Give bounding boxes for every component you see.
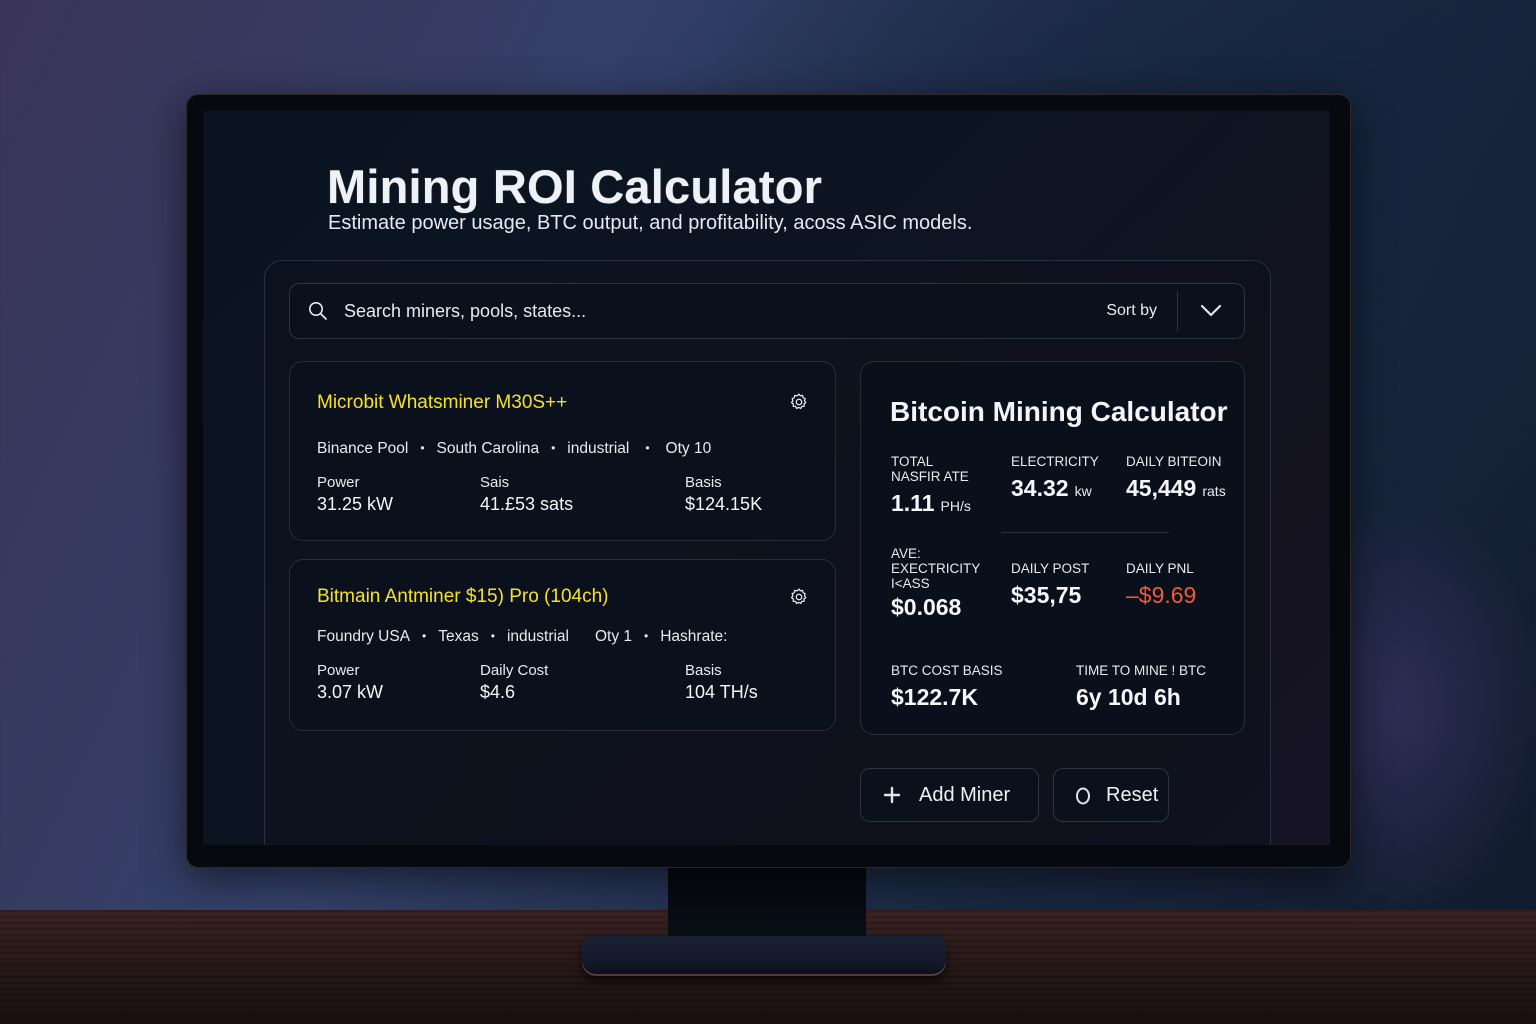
stat-value: 31.25 kW <box>317 494 394 514</box>
add-miner-label: Add Miner <box>919 783 1011 806</box>
add-miner-button[interactable]: Add Miner <box>860 768 1039 822</box>
separator-dot: • <box>422 629 427 643</box>
state-name: Texas <box>438 628 479 645</box>
monitor-frame: Mining ROI Calculator Estimate power usa… <box>186 94 1351 868</box>
metric-time-to-mine: TIME TO MINE ! BTC 6y 10d 6h <box>1076 663 1206 711</box>
separator-dot: • <box>644 629 649 643</box>
separator-dot: • <box>645 441 650 455</box>
metric-label-line: NASFIR ATE <box>891 469 969 484</box>
stat-value: $124.15K <box>685 494 763 514</box>
metric-electricity: ELECTRICITY 34.32 kw <box>1011 454 1099 502</box>
search-bar: Sort by <box>289 283 1245 339</box>
hashrate-unit: PH/s <box>940 498 971 514</box>
hashrate-label: Hashrate: <box>660 628 728 645</box>
hashrate-value: 1.11 <box>891 490 935 516</box>
monitor-stand-neck <box>668 862 866 942</box>
rate-type: industrial <box>506 628 569 645</box>
reset-label: Reset <box>1106 783 1159 806</box>
gear-icon[interactable] <box>789 392 809 412</box>
metric-label: DAILY PNL <box>1126 561 1194 576</box>
page-subtitle: Estimate power usage, BTC output, and pr… <box>328 212 973 234</box>
stat-value: 3.07 kW <box>317 682 384 702</box>
stat-value: 104 TH/s <box>685 682 758 702</box>
search-icon <box>308 301 328 321</box>
stat-power: Power 31.25 kW <box>317 474 393 515</box>
stat-basis: Basis 104 TH/s <box>685 662 758 703</box>
metric-label-line: AVE: <box>891 546 921 561</box>
quantity: Oty 10 <box>665 440 712 457</box>
metric-label-line: I<ASS <box>891 576 930 591</box>
stat-label: Power <box>317 662 360 679</box>
miner-name[interactable]: Bitmain Antminer $15) Pro (104ch) <box>317 586 609 607</box>
stat-value: $4.6 <box>480 682 516 702</box>
gear-icon[interactable] <box>789 587 809 607</box>
metric-value: 6y 10d 6h <box>1076 684 1181 710</box>
stat-power: Power 3.07 kW <box>317 662 383 703</box>
miner-card[interactable]: Microbit Whatsminer M30S++ Binance Pool •… <box>289 361 836 541</box>
metric-daily-pnl: DAILY PNL –$9.69 <box>1126 561 1196 609</box>
calculator-summary-card: Bitcoin Mining Calculator TOTAL NASFIR A… <box>860 361 1245 735</box>
pool-name: Foundry USA <box>317 628 411 645</box>
metric-value: $35,75 <box>1011 582 1082 608</box>
metric-label: TOTAL NASFIR ATE <box>891 454 971 484</box>
reset-icon <box>1074 786 1092 805</box>
sort-dropdown-button[interactable] <box>1178 283 1244 339</box>
metric-value: 34.32 kw <box>1011 475 1099 502</box>
reset-button[interactable]: Reset <box>1053 768 1169 822</box>
stat-basis: Basis $124.15K <box>685 474 762 515</box>
quantity: Oty 1 <box>594 628 633 645</box>
sort-by-label[interactable]: Sort by <box>1106 302 1157 319</box>
metric-value-negative: –$9.69 <box>1126 582 1197 608</box>
daily-bitcoin-unit: rats <box>1202 483 1226 499</box>
sort-divider <box>1177 291 1178 331</box>
miner-name[interactable]: Microbit Whatsminer M30S++ <box>317 392 568 413</box>
search-input[interactable] <box>344 300 1107 322</box>
stat-value: 41.£53 sats <box>480 494 574 514</box>
metric-daily-cost: DAILY POST $35,75 <box>1011 561 1089 609</box>
metric-label: AVE: EXECTRICITY I<ASS <box>891 546 980 591</box>
metric-btc-cost-basis: BTC COST BASIS $122.7K <box>891 663 1003 711</box>
metric-value: 1.11 PH/s <box>891 490 971 517</box>
daily-bitcoin-value: 45,449 <box>1126 475 1197 501</box>
metric-label: BTC COST BASIS <box>891 663 1003 678</box>
state-name: South Carolina <box>436 440 540 457</box>
metric-label-line: TOTAL <box>891 454 934 469</box>
stat-sats: Sais 41.£53 sats <box>480 474 573 515</box>
rate-type: industrial <box>567 440 630 457</box>
chevron-down-icon <box>1200 304 1222 317</box>
separator-dot: • <box>551 441 556 455</box>
stat-daily-cost: Daily Cost $4.6 <box>480 662 548 703</box>
pool-name: Binance Pool <box>317 440 409 457</box>
metric-label-line: EXECTRICITY <box>891 561 981 576</box>
stat-label: Sais <box>480 474 510 491</box>
metric-daily-bitcoin: DAILY BITEOIN 45,449 rats <box>1126 454 1226 502</box>
electricity-value: 34.32 <box>1011 475 1069 501</box>
miner-meta-row: Binance Pool • South Carolina • industrial • O… <box>317 440 711 458</box>
metric-label: TIME TO MINE ! BTC <box>1076 663 1207 678</box>
separator-dot: • <box>420 441 425 455</box>
section-divider <box>1001 532 1169 533</box>
metric-value: $122.7K <box>891 684 978 710</box>
stat-label: Basis <box>685 474 722 491</box>
separator-dot: • <box>490 629 495 643</box>
miner-meta-row: Foundry USA • Texas • industrial Oty 1 • Hashra… <box>317 628 727 646</box>
stat-label: Daily Cost <box>480 662 549 679</box>
metric-value: 45,449 rats <box>1126 475 1226 502</box>
metric-total-hashrate: TOTAL NASFIR ATE 1.11 PH/s <box>891 454 971 517</box>
plus-icon <box>883 786 901 804</box>
miner-card[interactable]: Bitmain Antminer $15) Pro (104ch) Foundr… <box>289 559 836 731</box>
metric-label: DAILY POST <box>1011 561 1090 576</box>
page-title: Mining ROI Calculator <box>327 160 823 213</box>
metric-avg-electricity-rate: AVE: EXECTRICITY I<ASS $0.068 <box>891 546 980 621</box>
metric-label: ELECTRICITY <box>1011 454 1099 469</box>
app-screen: Mining ROI Calculator Estimate power usa… <box>203 111 1330 845</box>
monitor-stand-base <box>582 936 946 976</box>
stat-label: Power <box>317 474 360 491</box>
electricity-unit: kw <box>1074 483 1092 499</box>
calculator-title: Bitcoin Mining Calculator <box>890 396 1228 427</box>
stat-label: Basis <box>685 662 722 679</box>
metric-label: DAILY BITEOIN <box>1126 454 1222 469</box>
metric-value: $0.068 <box>891 594 962 620</box>
